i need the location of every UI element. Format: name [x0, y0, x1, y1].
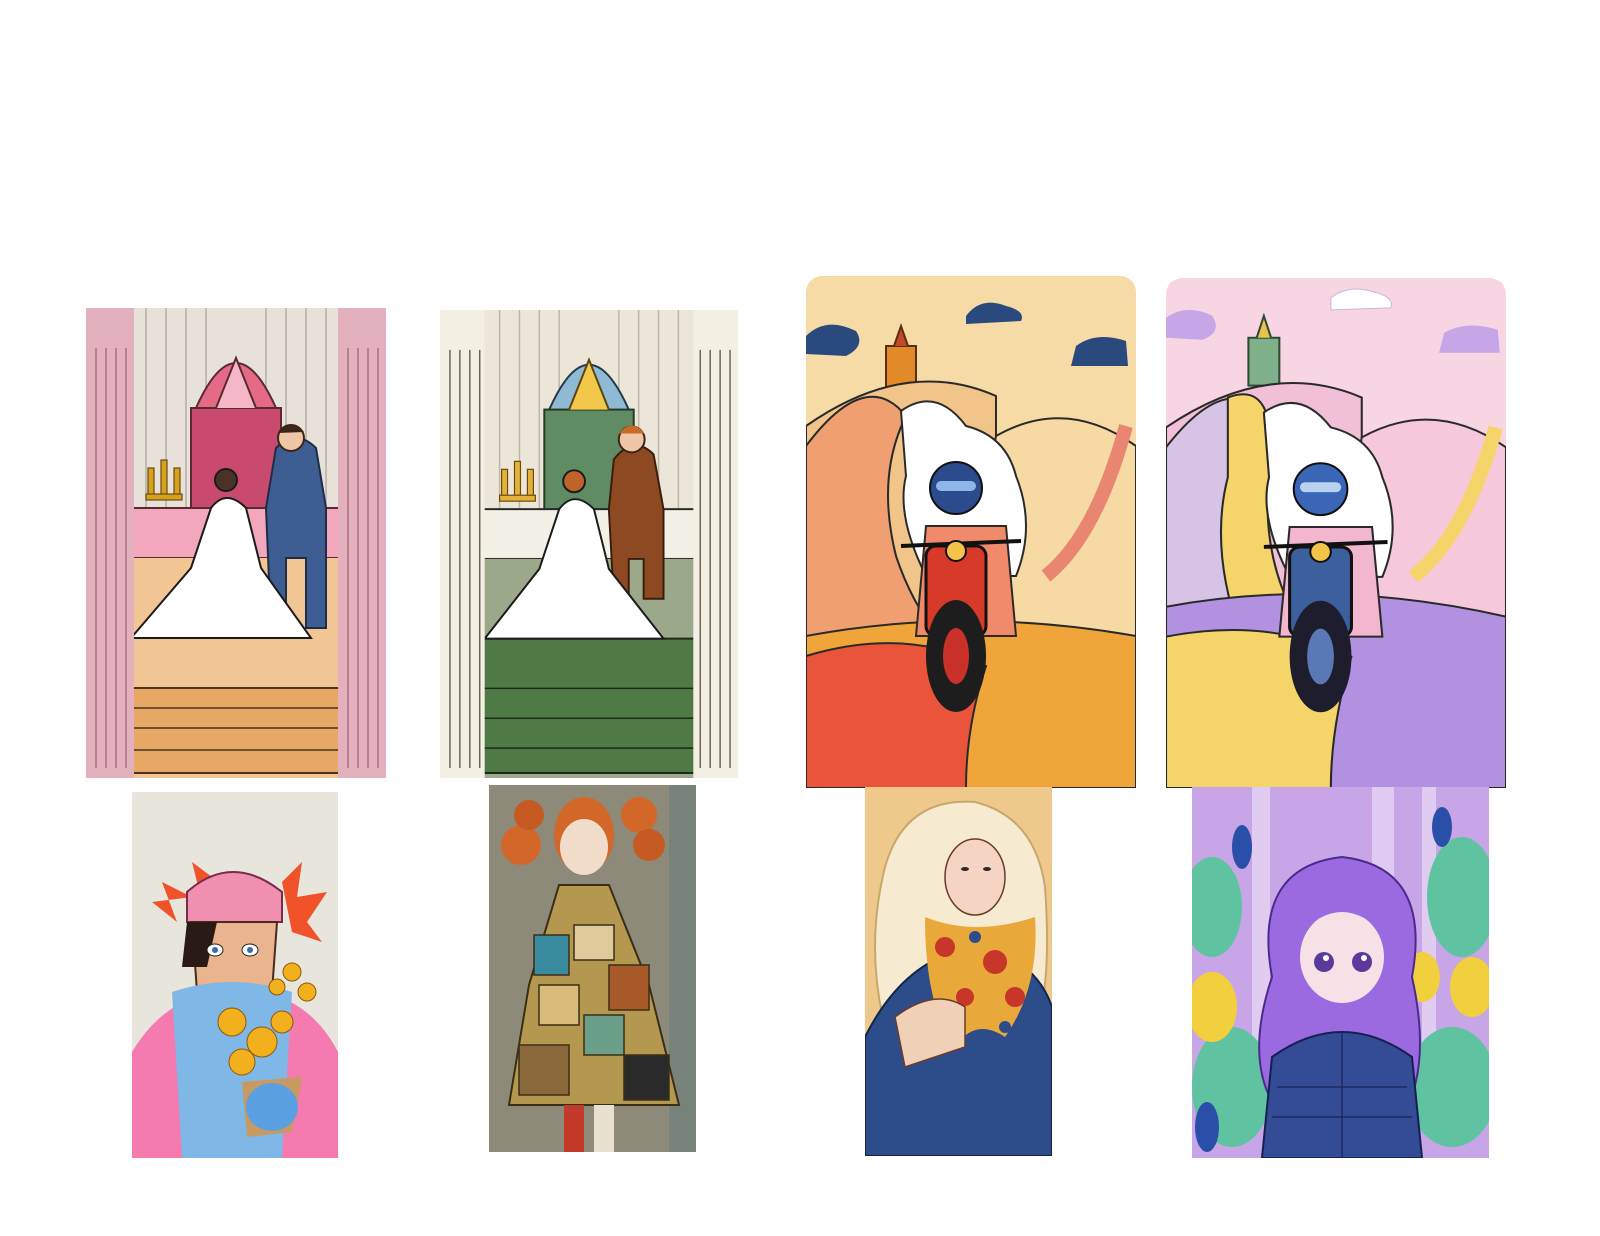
motorcycle-illustration-warm: [806, 276, 1136, 788]
portrait-girl-purple-hair-forest: [1192, 787, 1489, 1158]
portrait-girl-pink-beanie: [132, 792, 338, 1158]
motorcycle-illustration-pastel: [1166, 278, 1506, 788]
wedding-illustration-pink: [86, 308, 386, 778]
wedding-illustration-green: [440, 310, 738, 778]
portrait-girl-blonde-scarf: [865, 787, 1052, 1156]
portrait-girl-patchwork-coat: [489, 785, 696, 1152]
